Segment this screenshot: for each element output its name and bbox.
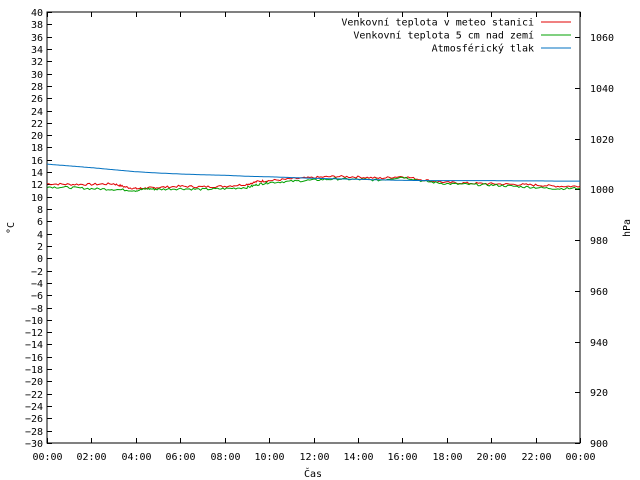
y2-tick-label: 1040 [590, 84, 614, 95]
legend-label: Atmosférický tlak [432, 43, 534, 55]
y-tick-label: −14 [25, 340, 43, 351]
y-tick-label: −8 [31, 304, 43, 315]
x-tick-label: 02:00 [76, 452, 106, 463]
x-tick-label: 16:00 [387, 452, 417, 463]
y2-tick-label: 900 [590, 439, 608, 450]
y2-tick-label: 960 [590, 287, 608, 298]
series-line-2 [46, 176, 581, 192]
y-tick-label: 24 [31, 107, 43, 118]
series-lines [46, 163, 581, 192]
y-tick-label: 30 [31, 70, 43, 81]
y-tick-label: −30 [25, 439, 43, 450]
x-tick-label: 12:00 [299, 452, 329, 463]
y-tick-label: −22 [25, 390, 43, 401]
y-tick-label: 28 [31, 82, 43, 93]
y-tick-label: 4 [37, 230, 43, 241]
axes: −30−28−26−24−22−20−18−16−14−12−10−8−6−4−… [25, 8, 614, 463]
y-tick-label: 12 [31, 180, 43, 191]
y2-tick-label: 980 [590, 236, 608, 247]
series-line-3 [46, 163, 580, 182]
y2-axis-label: hPa [622, 219, 633, 237]
y-tick-label: −2 [31, 267, 43, 278]
y-tick-label: −18 [25, 365, 43, 376]
y-tick-label: −12 [25, 328, 43, 339]
x-tick-label: 20:00 [476, 452, 506, 463]
y-axis-label: °C [6, 222, 17, 234]
x-tick-label: 04:00 [121, 452, 151, 463]
legend-label: Venkovní teplota 5 cm nad zemí [353, 30, 534, 42]
y-tick-label: 36 [31, 33, 43, 44]
series-line-1 [46, 174, 581, 190]
x-tick-label: 22:00 [521, 452, 551, 463]
y-tick-label: −28 [25, 427, 43, 438]
y2-tick-label: 1020 [590, 135, 614, 146]
x-tick-label: 18:00 [432, 452, 462, 463]
x-axis-label: Čas [304, 467, 322, 480]
legend: Venkovní teplota v meteo staniciVenkovní… [341, 17, 571, 55]
y-tick-label: 18 [31, 143, 43, 154]
y-tick-label: 14 [31, 168, 43, 179]
x-tick-label: 14:00 [343, 452, 373, 463]
y-tick-label: −26 [25, 414, 43, 425]
y2-tick-label: 940 [590, 338, 608, 349]
y-tick-label: 38 [31, 20, 43, 31]
y2-tick-label: 1000 [590, 185, 614, 196]
y-tick-label: 34 [31, 45, 43, 56]
y-tick-label: −4 [31, 279, 43, 290]
y-tick-label: −10 [25, 316, 43, 327]
y-tick-label: 16 [31, 156, 43, 167]
x-tick-label: 00:00 [565, 452, 595, 463]
y-tick-label: 32 [31, 57, 43, 68]
y-tick-label: 0 [37, 254, 43, 265]
y-tick-label: 22 [31, 119, 43, 130]
y-tick-label: 8 [37, 205, 43, 216]
y-tick-label: 6 [37, 217, 43, 228]
y-tick-label: 10 [31, 193, 43, 204]
y-tick-label: −6 [31, 291, 43, 302]
plot-frame [46, 11, 581, 444]
y-tick-label: 2 [37, 242, 43, 253]
y2-tick-label: 1060 [590, 33, 614, 44]
legend-label: Venkovní teplota v meteo stanici [341, 17, 534, 29]
y-tick-label: −20 [25, 377, 43, 388]
y-tick-label: 20 [31, 131, 43, 142]
x-tick-label: 00:00 [32, 452, 62, 463]
y-tick-label: −24 [25, 402, 43, 413]
x-tick-label: 08:00 [210, 452, 240, 463]
y2-tick-label: 920 [590, 388, 608, 399]
x-tick-label: 06:00 [165, 452, 195, 463]
y-tick-label: 40 [31, 8, 43, 19]
y-tick-label: −16 [25, 353, 43, 364]
x-tick-label: 10:00 [254, 452, 284, 463]
y-tick-label: 26 [31, 94, 43, 105]
